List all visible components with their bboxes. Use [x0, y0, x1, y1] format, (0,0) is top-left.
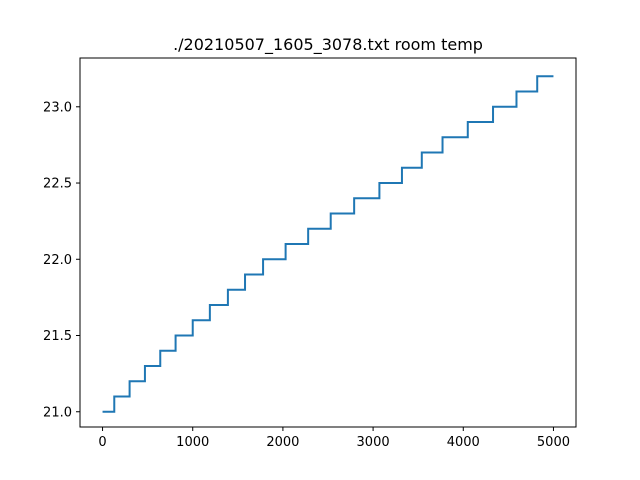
x-tick-label: 5000: [537, 435, 570, 450]
series-line-0: [102, 75, 554, 413]
axes-frame: [79, 57, 577, 428]
y-tick-label: 22.5: [43, 177, 72, 192]
plot-area: [102, 75, 554, 413]
y-tick-label: 23.0: [43, 100, 72, 115]
x-tick-label: 0: [98, 435, 106, 450]
y-tick-label: 22.0: [43, 253, 72, 268]
y-tick-label: 21.0: [43, 405, 72, 420]
x-tick-label: 2000: [266, 435, 299, 450]
x-tick-label: 3000: [357, 435, 390, 450]
x-tick-label: 1000: [176, 435, 209, 450]
chart-title: ./20210507_1605_3078.txt room temp: [173, 35, 483, 55]
x-tick-label: 4000: [447, 435, 480, 450]
x-axis: 0 1000 2000 3000 4000 5000: [98, 427, 570, 450]
y-axis: 21.0 21.5 22.0 22.5 23.0: [43, 100, 80, 420]
y-tick-label: 21.5: [43, 329, 72, 344]
